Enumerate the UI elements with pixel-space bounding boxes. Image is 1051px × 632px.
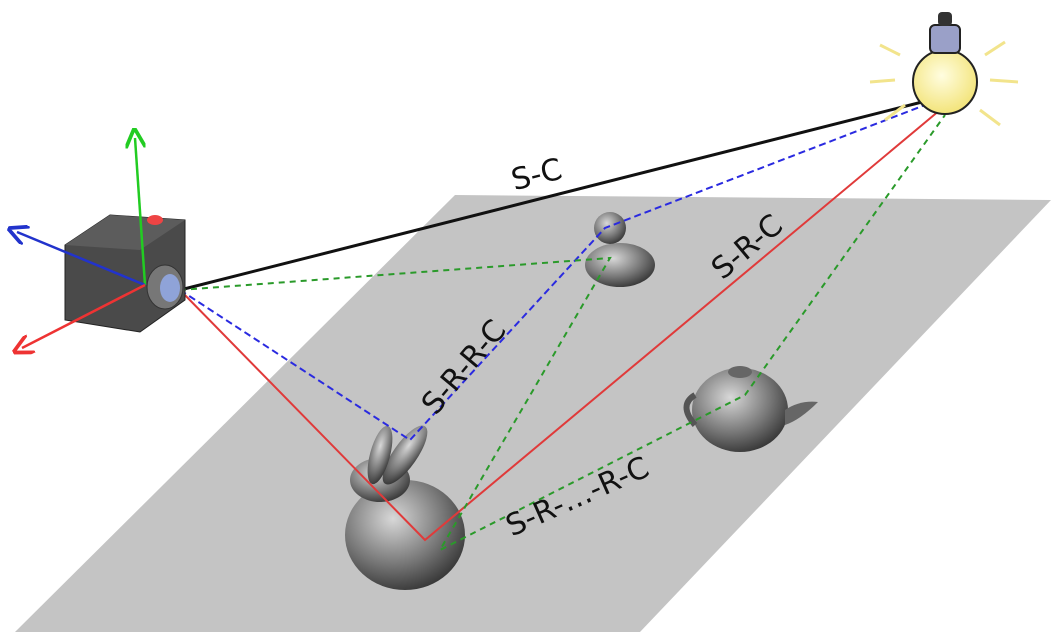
path-label: S-C	[508, 152, 566, 198]
diagram: S-C S-R-R-C S-R-C S-R-…-R-C	[0, 0, 1051, 632]
bulb-tip	[938, 12, 952, 26]
bulb-glass	[913, 50, 977, 114]
camera	[65, 215, 185, 332]
page: S-C S-R-R-C S-R-C S-R-…-R-C (() => { con…	[0, 0, 1051, 632]
bulb-base	[930, 25, 960, 53]
